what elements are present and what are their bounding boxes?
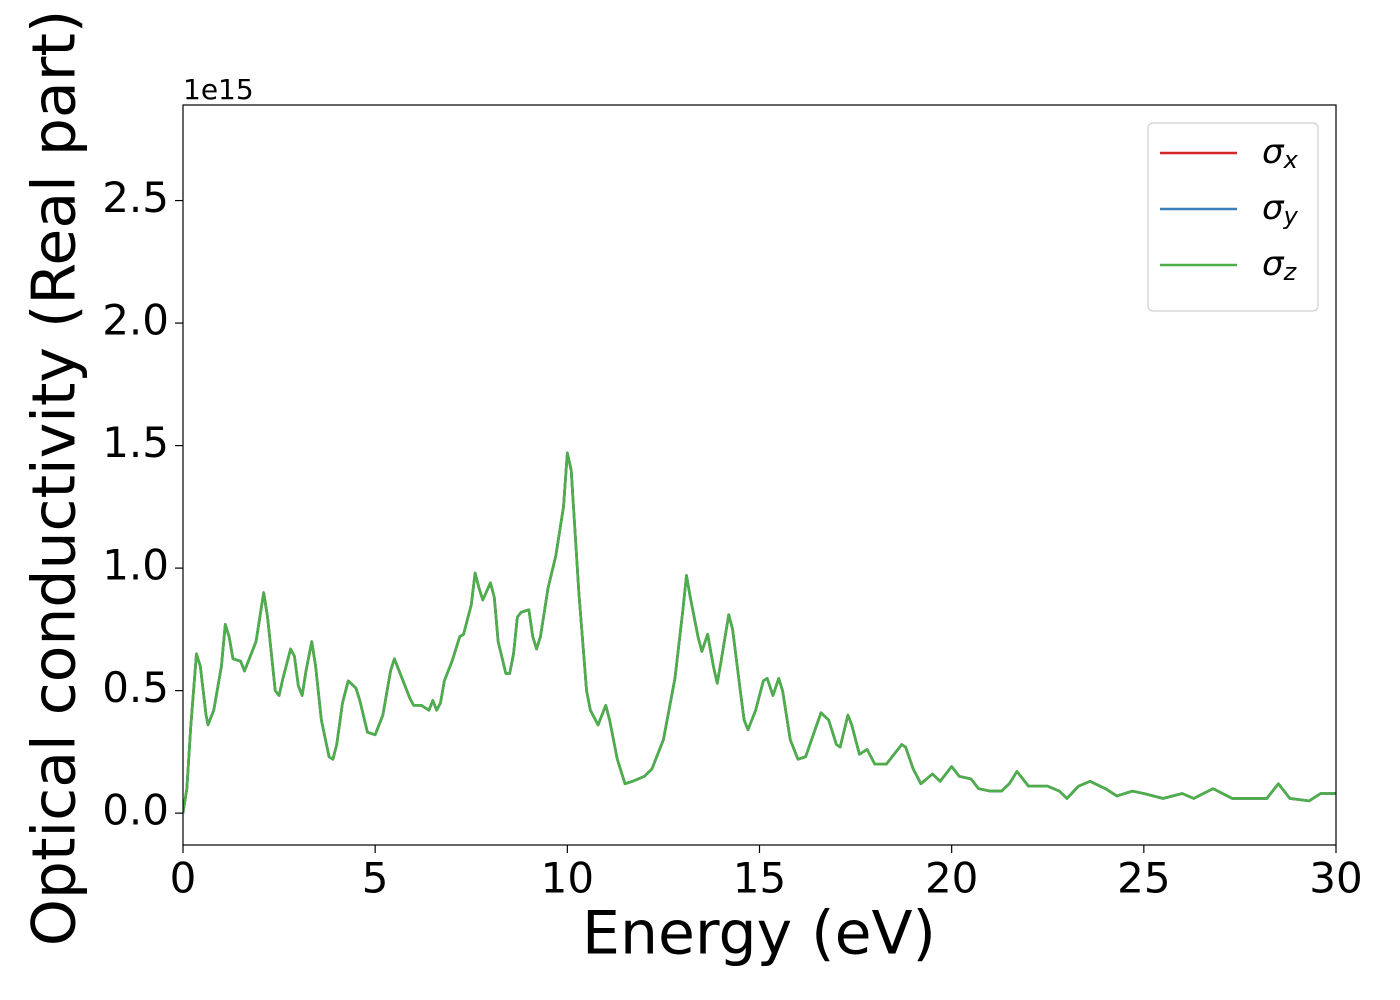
y-tick-label: 2.5 [102, 173, 169, 222]
y-tick-label: 1.5 [102, 418, 169, 467]
x-tick-label: 5 [362, 854, 389, 903]
x-tick-label: 15 [733, 854, 786, 903]
y-tick-label: 0.5 [102, 663, 169, 712]
data-line [183, 451, 1336, 814]
x-tick-label: 20 [925, 854, 978, 903]
plot-area [183, 451, 1336, 814]
y-tick-label: 0.0 [102, 786, 169, 835]
x-tick-label: 0 [170, 854, 197, 903]
data-line [183, 451, 1336, 814]
x-axis-label: Energy (eV) [582, 899, 936, 969]
y-offset-label: 1e15 [183, 73, 254, 106]
data-line [183, 451, 1336, 814]
x-tick-label: 30 [1309, 854, 1362, 903]
legend-label: σy [1262, 188, 1299, 231]
y-tick-label: 2.0 [102, 296, 169, 345]
legend-label: σz [1262, 244, 1298, 287]
x-tick-label: 25 [1117, 854, 1170, 903]
y-axis-label: Optical conductivity (Real part) [20, 10, 90, 947]
x-tick-label: 10 [541, 854, 594, 903]
y-tick-label: 1.0 [102, 541, 169, 590]
legend-label: σx [1262, 132, 1299, 175]
plot-frame [182, 104, 1337, 846]
